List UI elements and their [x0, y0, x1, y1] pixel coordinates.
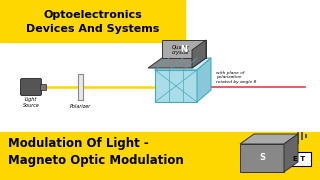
- Polygon shape: [148, 58, 206, 68]
- Bar: [297, 132, 299, 144]
- Text: Devices And Systems: Devices And Systems: [26, 24, 159, 34]
- Bar: [155, 70, 197, 102]
- Polygon shape: [240, 134, 298, 144]
- Polygon shape: [155, 58, 211, 70]
- Text: E T: E T: [293, 156, 305, 162]
- Bar: [301, 132, 303, 140]
- FancyBboxPatch shape: [20, 78, 42, 96]
- Bar: [289, 146, 291, 150]
- Text: N: N: [180, 44, 188, 53]
- Text: Optoelectronics: Optoelectronics: [43, 10, 142, 20]
- Text: Light
Source: Light Source: [23, 97, 39, 108]
- Polygon shape: [197, 58, 211, 102]
- Polygon shape: [192, 40, 206, 68]
- Text: Polarizer: Polarizer: [70, 104, 91, 109]
- Bar: [305, 134, 307, 138]
- Text: with plane of
polarization
rotated by angle θ: with plane of polarization rotated by an…: [216, 71, 256, 84]
- Bar: [40, 84, 46, 90]
- Text: S: S: [259, 154, 265, 163]
- Text: Magneto Optic Modulation: Magneto Optic Modulation: [8, 154, 184, 167]
- Bar: [240, 144, 284, 172]
- Text: Quartz
crystal: Quartz crystal: [172, 44, 190, 55]
- Polygon shape: [162, 40, 206, 58]
- Bar: [293, 140, 295, 148]
- Bar: [287, 152, 311, 166]
- Polygon shape: [284, 134, 298, 172]
- Bar: [0, 0, 185, 42]
- Text: Modulation Of Light -: Modulation Of Light -: [8, 137, 149, 150]
- Bar: [78, 74, 83, 100]
- Bar: [0, 132, 320, 180]
